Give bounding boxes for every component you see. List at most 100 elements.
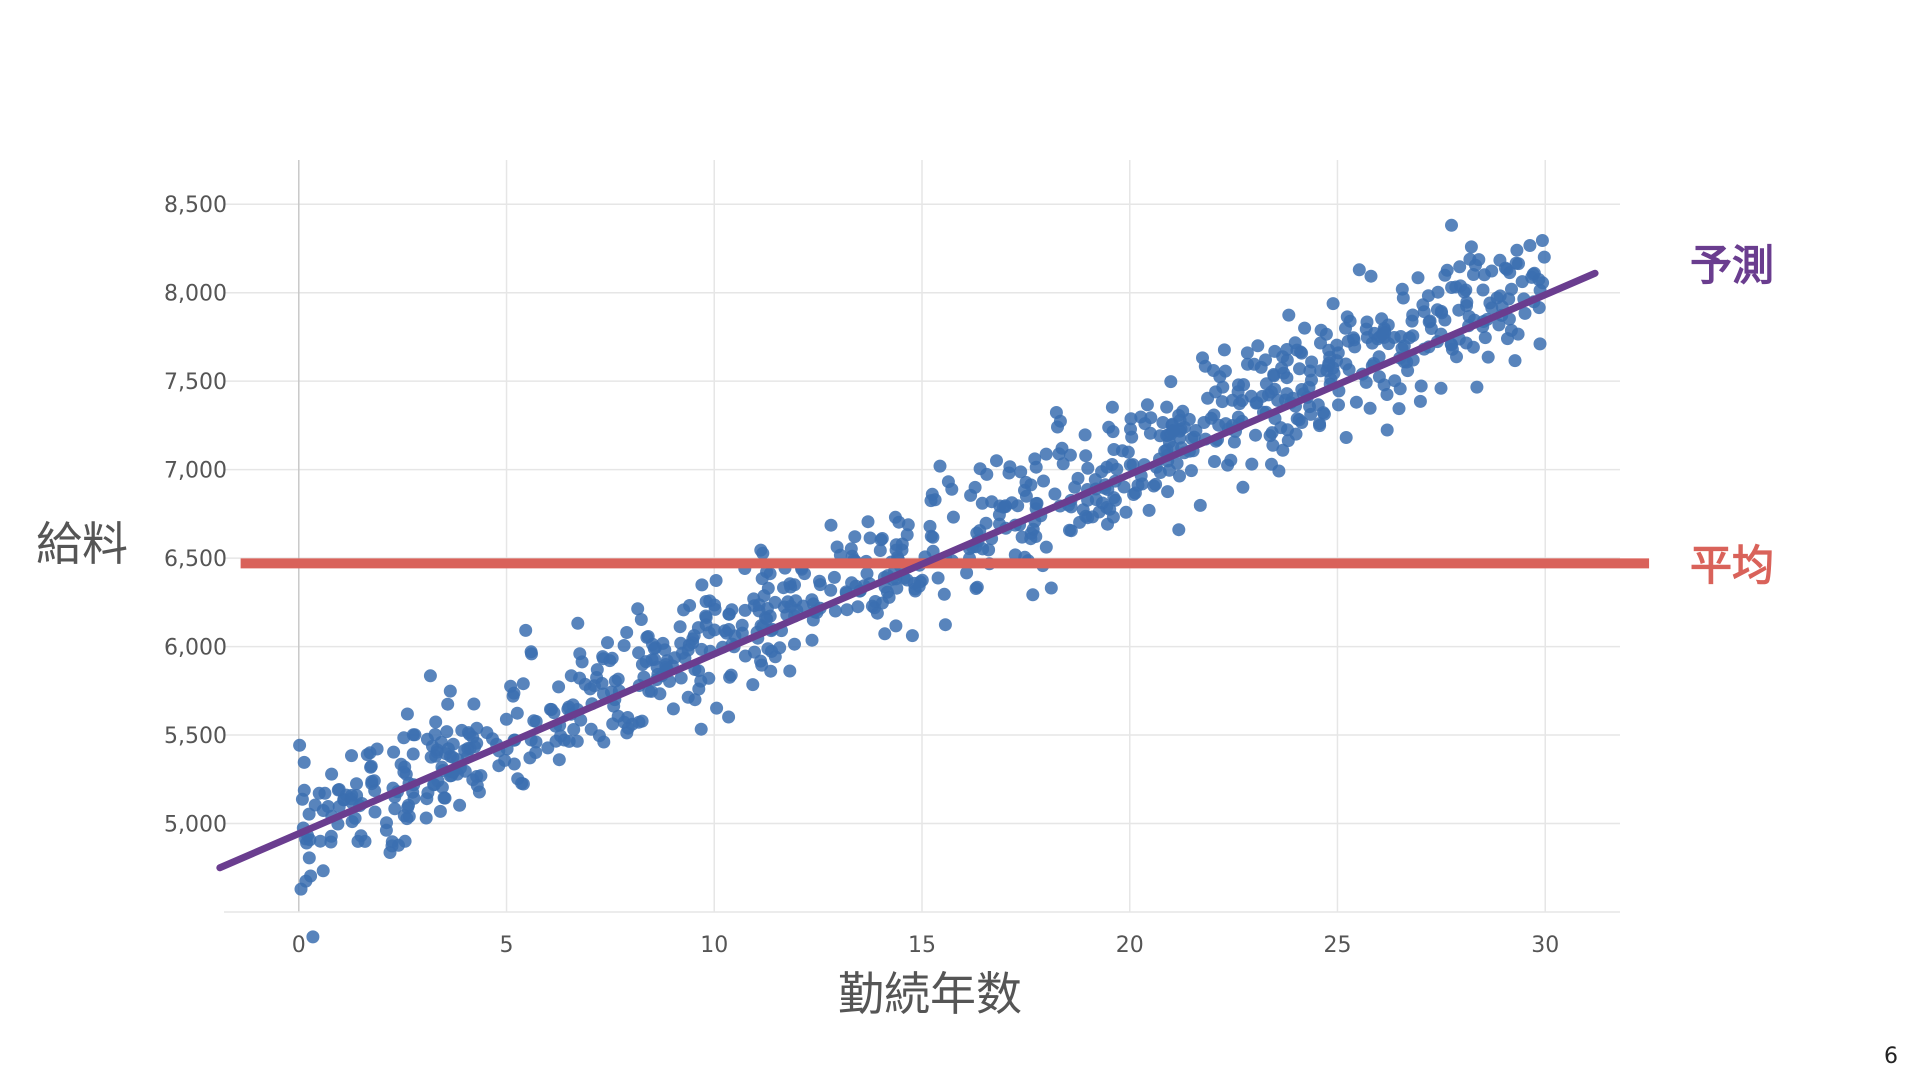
data-point xyxy=(1380,423,1394,437)
data-point xyxy=(1142,503,1156,517)
data-point xyxy=(1416,298,1430,312)
data-point xyxy=(1363,401,1377,415)
reference-lines xyxy=(216,269,1650,872)
data-point xyxy=(360,748,374,762)
data-point xyxy=(1373,330,1387,344)
data-point xyxy=(1213,370,1227,384)
data-point xyxy=(1532,301,1546,315)
data-point xyxy=(453,798,467,812)
data-point xyxy=(788,637,801,651)
data-point xyxy=(429,749,443,763)
data-point xyxy=(446,737,460,751)
data-point xyxy=(1303,400,1317,414)
data-point xyxy=(1249,428,1262,442)
x-tick-label: 30 xyxy=(1531,933,1559,958)
data-point xyxy=(523,751,537,765)
data-point xyxy=(1414,379,1428,393)
data-point xyxy=(1267,368,1281,381)
data-point xyxy=(760,565,774,579)
y-tick-label: 6,000 xyxy=(164,636,227,661)
x-axis-title: 勤続年数 xyxy=(838,967,1022,1021)
data-point xyxy=(851,600,865,614)
data-point xyxy=(805,593,819,607)
data-point xyxy=(387,745,401,759)
data-point xyxy=(1011,499,1025,513)
data-point xyxy=(1438,313,1452,327)
data-point xyxy=(973,524,987,538)
data-point xyxy=(1305,373,1318,387)
x-tick-label: 0 xyxy=(292,933,306,958)
data-point xyxy=(1523,239,1537,252)
data-point xyxy=(350,777,363,791)
data-point xyxy=(1189,424,1203,437)
data-point xyxy=(1511,327,1525,341)
data-point xyxy=(1411,271,1425,285)
data-point xyxy=(575,655,589,669)
data-point xyxy=(1103,502,1117,516)
data-point xyxy=(297,783,311,797)
data-point xyxy=(1039,540,1053,554)
data-point xyxy=(468,740,482,754)
data-point xyxy=(735,618,749,632)
data-point xyxy=(1464,240,1478,254)
data-point xyxy=(564,669,578,683)
data-point xyxy=(699,611,713,624)
data-point xyxy=(1105,400,1119,414)
data-point xyxy=(686,632,700,646)
data-point xyxy=(635,714,649,728)
data-point xyxy=(1249,396,1263,410)
data-point xyxy=(1119,505,1133,519)
data-point xyxy=(332,783,346,796)
data-point xyxy=(860,567,874,581)
data-point xyxy=(970,580,984,594)
data-point xyxy=(1044,581,1058,595)
data-point xyxy=(1265,426,1279,440)
data-point xyxy=(293,738,307,752)
data-point xyxy=(1525,270,1539,284)
data-point xyxy=(805,633,819,647)
data-point xyxy=(641,630,655,643)
data-point xyxy=(945,482,959,496)
data-point xyxy=(1280,353,1294,367)
data-point xyxy=(368,805,382,819)
data-point xyxy=(1201,391,1215,405)
data-point xyxy=(620,626,634,639)
data-point xyxy=(1430,303,1444,317)
data-point xyxy=(294,882,308,896)
data-point xyxy=(566,698,580,712)
data-point xyxy=(607,699,621,713)
data-point xyxy=(1063,448,1077,462)
data-point xyxy=(1510,243,1524,257)
data-point xyxy=(985,495,999,509)
data-point xyxy=(1123,458,1137,472)
data-point xyxy=(1438,268,1452,282)
data-point xyxy=(1251,339,1265,353)
data-point xyxy=(428,728,442,741)
data-point xyxy=(1352,263,1366,277)
data-point xyxy=(388,802,402,816)
data-point xyxy=(571,616,585,630)
data-point xyxy=(964,488,978,502)
data-point xyxy=(1227,435,1241,449)
data-point xyxy=(1160,443,1174,457)
data-point xyxy=(1121,445,1135,459)
data-point xyxy=(1485,301,1499,315)
data-point xyxy=(1117,480,1131,494)
data-point xyxy=(900,573,914,587)
data-point xyxy=(379,823,393,837)
data-point xyxy=(1101,517,1114,531)
data-point xyxy=(873,544,887,557)
data-point xyxy=(658,643,672,657)
data-point xyxy=(332,800,346,814)
data-point xyxy=(302,807,316,821)
data-point xyxy=(504,679,518,693)
data-point xyxy=(1078,428,1092,442)
data-point xyxy=(345,749,358,763)
data-point xyxy=(515,776,529,790)
data-point xyxy=(450,767,464,781)
data-point xyxy=(1280,343,1294,356)
data-point xyxy=(784,599,798,613)
data-point xyxy=(677,603,691,617)
data-point xyxy=(1434,381,1448,395)
data-point xyxy=(1138,417,1152,431)
